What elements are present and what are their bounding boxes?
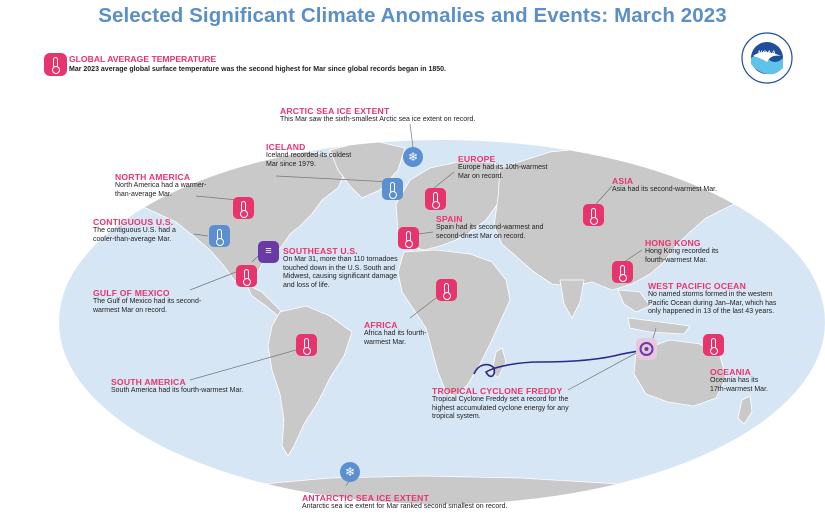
annotation-heading: NORTH AMERICA bbox=[115, 172, 191, 182]
global-temperature-heading: GLOBAL AVERAGE TEMPERATURE bbox=[69, 54, 217, 64]
south-america-land bbox=[267, 305, 353, 457]
new-zealand-land bbox=[737, 395, 753, 425]
india-land bbox=[559, 279, 585, 319]
annotation-text: Spain had its second-warmest and second-… bbox=[436, 224, 544, 240]
africa-thermometer-icon bbox=[436, 279, 457, 301]
annotation-heading: WEST PACIFIC OCEAN bbox=[648, 281, 746, 291]
cyclone-icon bbox=[636, 338, 657, 360]
antarctic-sea-ice-icon: ❄ bbox=[340, 462, 360, 482]
contiguous-us-annotation: CONTIGUOUS U.S. The contiguous U.S. had … bbox=[93, 217, 203, 244]
annotation-text: No named storms formed in the western Pa… bbox=[648, 291, 777, 316]
iceland-thermometer-icon bbox=[382, 178, 403, 200]
arctic-sea-ice-icon: ❄ bbox=[403, 147, 423, 167]
europe-thermometer-icon bbox=[425, 188, 446, 210]
annotation-heading: ARCTIC SEA ICE EXTENT bbox=[280, 106, 390, 116]
annotation-heading: ASIA bbox=[612, 176, 634, 186]
hong-kong-annotation: HONG KONG Hong Kong recorded its fourth-… bbox=[645, 238, 755, 265]
africa-land bbox=[397, 249, 511, 397]
annotation-text: North America had a warmer- than-average… bbox=[115, 182, 207, 198]
spain-annotation: SPAIN Spain had its second-warmest and s… bbox=[436, 214, 576, 241]
annotation-text: Hong Kong recorded its fourth-warmest Ma… bbox=[645, 248, 719, 264]
annotation-text: Africa had its fourth- warmest Mar. bbox=[364, 330, 427, 346]
oceania-annotation: OCEANIA Oceania has its 17th-warmest Mar… bbox=[710, 367, 800, 394]
southeast-us-annotation: SOUTHEAST U.S. On Mar 31, more than 110 … bbox=[283, 246, 433, 290]
europe-annotation: EUROPE Europe had its 10th-warmest Mar o… bbox=[458, 154, 588, 181]
contiguous-us-thermometer-icon bbox=[209, 225, 230, 247]
noaa-logo-text: NOAA bbox=[758, 51, 776, 57]
asia-annotation: ASIA Asia had its second-warmest Mar. bbox=[612, 176, 752, 195]
south-america-thermometer-icon bbox=[296, 334, 317, 356]
arctic-sea-ice-annotation: ARCTIC SEA ICE EXTENT This Mar saw the s… bbox=[280, 106, 475, 125]
antarctic-sea-ice-annotation: ANTARCTIC SEA ICE EXTENT Antarctic sea i… bbox=[302, 493, 582, 512]
annotation-heading: GULF OF MEXICO bbox=[93, 288, 170, 298]
north-america-annotation: NORTH AMERICA North America had a warmer… bbox=[115, 172, 235, 199]
annotation-text: Europe had its 10th-warmest Mar on recor… bbox=[458, 164, 548, 180]
annotation-text: Oceania has its 17th-warmest Mar. bbox=[710, 377, 768, 393]
africa-annotation: AFRICA Africa had its fourth- warmest Ma… bbox=[364, 320, 444, 347]
freddy-track bbox=[473, 349, 649, 378]
gulf-of-mexico-annotation: GULF OF MEXICO The Gulf of Mexico had it… bbox=[93, 288, 233, 315]
annotation-text: On Mar 31, more than 110 tornadoes touch… bbox=[283, 256, 398, 289]
annotation-heading: OCEANIA bbox=[710, 367, 752, 377]
annotation-text: Antarctic sea ice extent for Mar ranked … bbox=[302, 503, 508, 510]
greenland-land bbox=[329, 140, 406, 199]
south-america-annotation: SOUTH AMERICA South America had its four… bbox=[111, 377, 291, 396]
annotation-heading: SOUTH AMERICA bbox=[111, 377, 186, 387]
annotation-heading: ANTARCTIC SEA ICE EXTENT bbox=[302, 493, 430, 503]
global-temperature-text: Mar 2023 average global surface temperat… bbox=[69, 66, 446, 73]
global-temperature-icon bbox=[44, 53, 67, 76]
southeast-asia-land bbox=[617, 289, 691, 335]
hong-kong-thermometer-icon bbox=[612, 261, 633, 283]
annotation-heading: CONTIGUOUS U.S. bbox=[93, 217, 174, 227]
freddy-annotation: TROPICAL CYCLONE FREDDY Tropical Cyclone… bbox=[432, 386, 602, 422]
annotation-heading: AFRICA bbox=[364, 320, 398, 330]
noaa-logo: NOAA bbox=[741, 32, 793, 84]
tornado-icon: ≡ bbox=[258, 241, 279, 263]
annotation-heading: SPAIN bbox=[436, 214, 463, 224]
annotation-heading: HONG KONG bbox=[645, 238, 701, 248]
annotation-text: South America had its fourth-warmest Mar… bbox=[111, 387, 244, 394]
page-title: Selected Significant Climate Anomalies a… bbox=[98, 4, 727, 27]
gulf-of-mexico-thermometer-icon bbox=[236, 265, 257, 287]
north-america-thermometer-icon bbox=[233, 197, 254, 219]
annotation-text: Asia had its second-warmest Mar. bbox=[612, 186, 718, 193]
annotation-heading: EUROPE bbox=[458, 154, 496, 164]
annotation-text: The Gulf of Mexico had its second- warme… bbox=[93, 298, 202, 314]
west-pacific-annotation: WEST PACIFIC OCEAN No named storms forme… bbox=[648, 281, 808, 317]
annotation-text: The contiguous U.S. had a cooler-than-av… bbox=[93, 227, 176, 243]
spain-thermometer-icon bbox=[398, 227, 419, 249]
annotation-text: This Mar saw the sixth-smallest Arctic s… bbox=[280, 116, 476, 123]
annotation-heading: SOUTHEAST U.S. bbox=[283, 246, 358, 256]
annotation-text: Tropical Cyclone Freddy set a record for… bbox=[432, 396, 569, 421]
annotation-heading: TROPICAL CYCLONE FREDDY bbox=[432, 386, 563, 396]
iceland-annotation: ICELAND Iceland recorded its coldest Mar… bbox=[266, 142, 376, 169]
annotation-text: Iceland recorded its coldest Mar since 1… bbox=[266, 152, 352, 168]
oceania-thermometer-icon bbox=[703, 334, 724, 356]
asia-thermometer-icon bbox=[583, 204, 604, 226]
annotation-heading: ICELAND bbox=[266, 142, 306, 152]
australia-land bbox=[633, 339, 727, 407]
